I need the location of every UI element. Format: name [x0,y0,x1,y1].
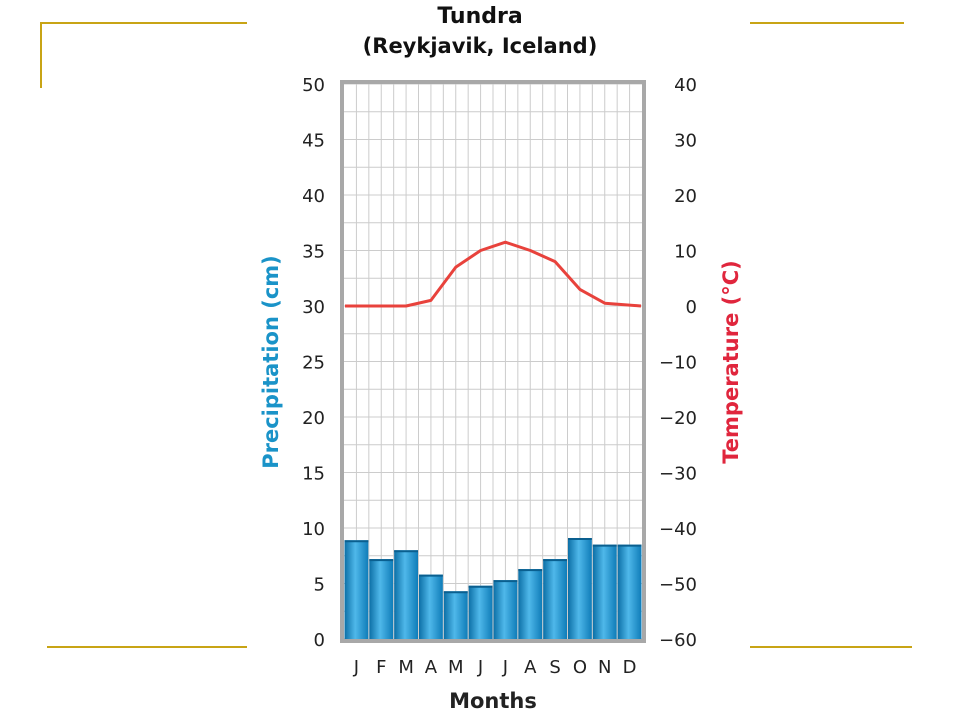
y-left-tick-label: 5 [314,575,325,596]
precipitation-bar [369,559,394,639]
precipitation-bar [518,569,543,639]
x-tick-label: J [477,657,483,678]
precipitation-bar [394,550,418,639]
temperature-line-group [345,240,642,308]
x-tick-label: M [398,657,414,678]
x-tick-label: O [573,657,587,678]
y-left-tick-label: 50 [302,75,325,96]
y-right-tick-label: −10 [659,353,697,374]
plot-frame [340,80,646,643]
precipitation-bar [443,591,468,639]
frame-line-bottom-left [47,646,247,648]
x-tick-label: F [376,657,386,678]
precipitation-bar [568,537,592,639]
chart-title: Tundra [437,4,523,29]
x-tick-label: J [502,657,508,678]
axis-ticks: 0 5 10 15 20 25 30 35 40 45 50 −60 −50 −40 −30 −20 −10 0 1… [302,75,697,678]
y-left-tick-label: 35 [302,242,325,263]
y-right-tick-label: 0 [686,297,697,318]
precipitation-bar [419,574,443,639]
frame-line-top-left [40,22,247,24]
chart-subtitle: (Reykjavik, Iceland) [362,34,598,58]
y-right-axis-title: Temperature (°C) [719,260,743,463]
temperature-line [345,240,642,308]
precipitation-bars [344,537,642,639]
precipitation-bar [617,544,642,639]
x-tick-label: A [425,657,438,678]
y-right-tick-label: 40 [674,75,697,96]
y-left-tick-label: 30 [302,297,325,318]
x-axis-title: Months [449,689,537,713]
y-right-tick-label: 10 [674,242,697,263]
x-tick-label: D [623,657,637,678]
y-left-tick-label: 15 [302,464,325,485]
frame-line-bottom-right [750,646,912,648]
frame-line-top-right [750,22,904,24]
x-tick-label: S [549,657,560,678]
y-right-tick-label: −30 [659,464,697,485]
x-tick-label: A [524,657,537,678]
precipitation-bar [592,544,617,639]
y-left-tick-label: 0 [314,630,325,651]
plot-border [340,80,646,643]
frame-line-left-vertical [40,22,42,88]
y-left-tick-label: 40 [302,186,325,207]
precipitation-bar [493,580,518,639]
y-left-axis-title: Precipitation (cm) [259,255,283,469]
y-right-tick-label: −60 [659,630,697,651]
precipitation-bar [344,540,369,639]
x-tick-label: J [353,657,359,678]
y-right-tick-label: −50 [659,575,697,596]
y-right-tick-label: −20 [659,408,697,429]
y-left-tick-label: 45 [302,131,325,152]
x-tick-label: N [598,657,611,678]
grid [344,83,642,640]
y-left-tick-label: 25 [302,353,325,374]
y-right-tick-label: 20 [674,186,697,207]
precipitation-bar [543,559,567,639]
precipitation-bar [468,585,493,639]
y-right-tick-label: 30 [674,131,697,152]
y-left-tick-label: 20 [302,408,325,429]
y-left-tick-label: 10 [302,519,325,540]
x-tick-label: M [448,657,464,678]
y-right-tick-label: −40 [659,519,697,540]
